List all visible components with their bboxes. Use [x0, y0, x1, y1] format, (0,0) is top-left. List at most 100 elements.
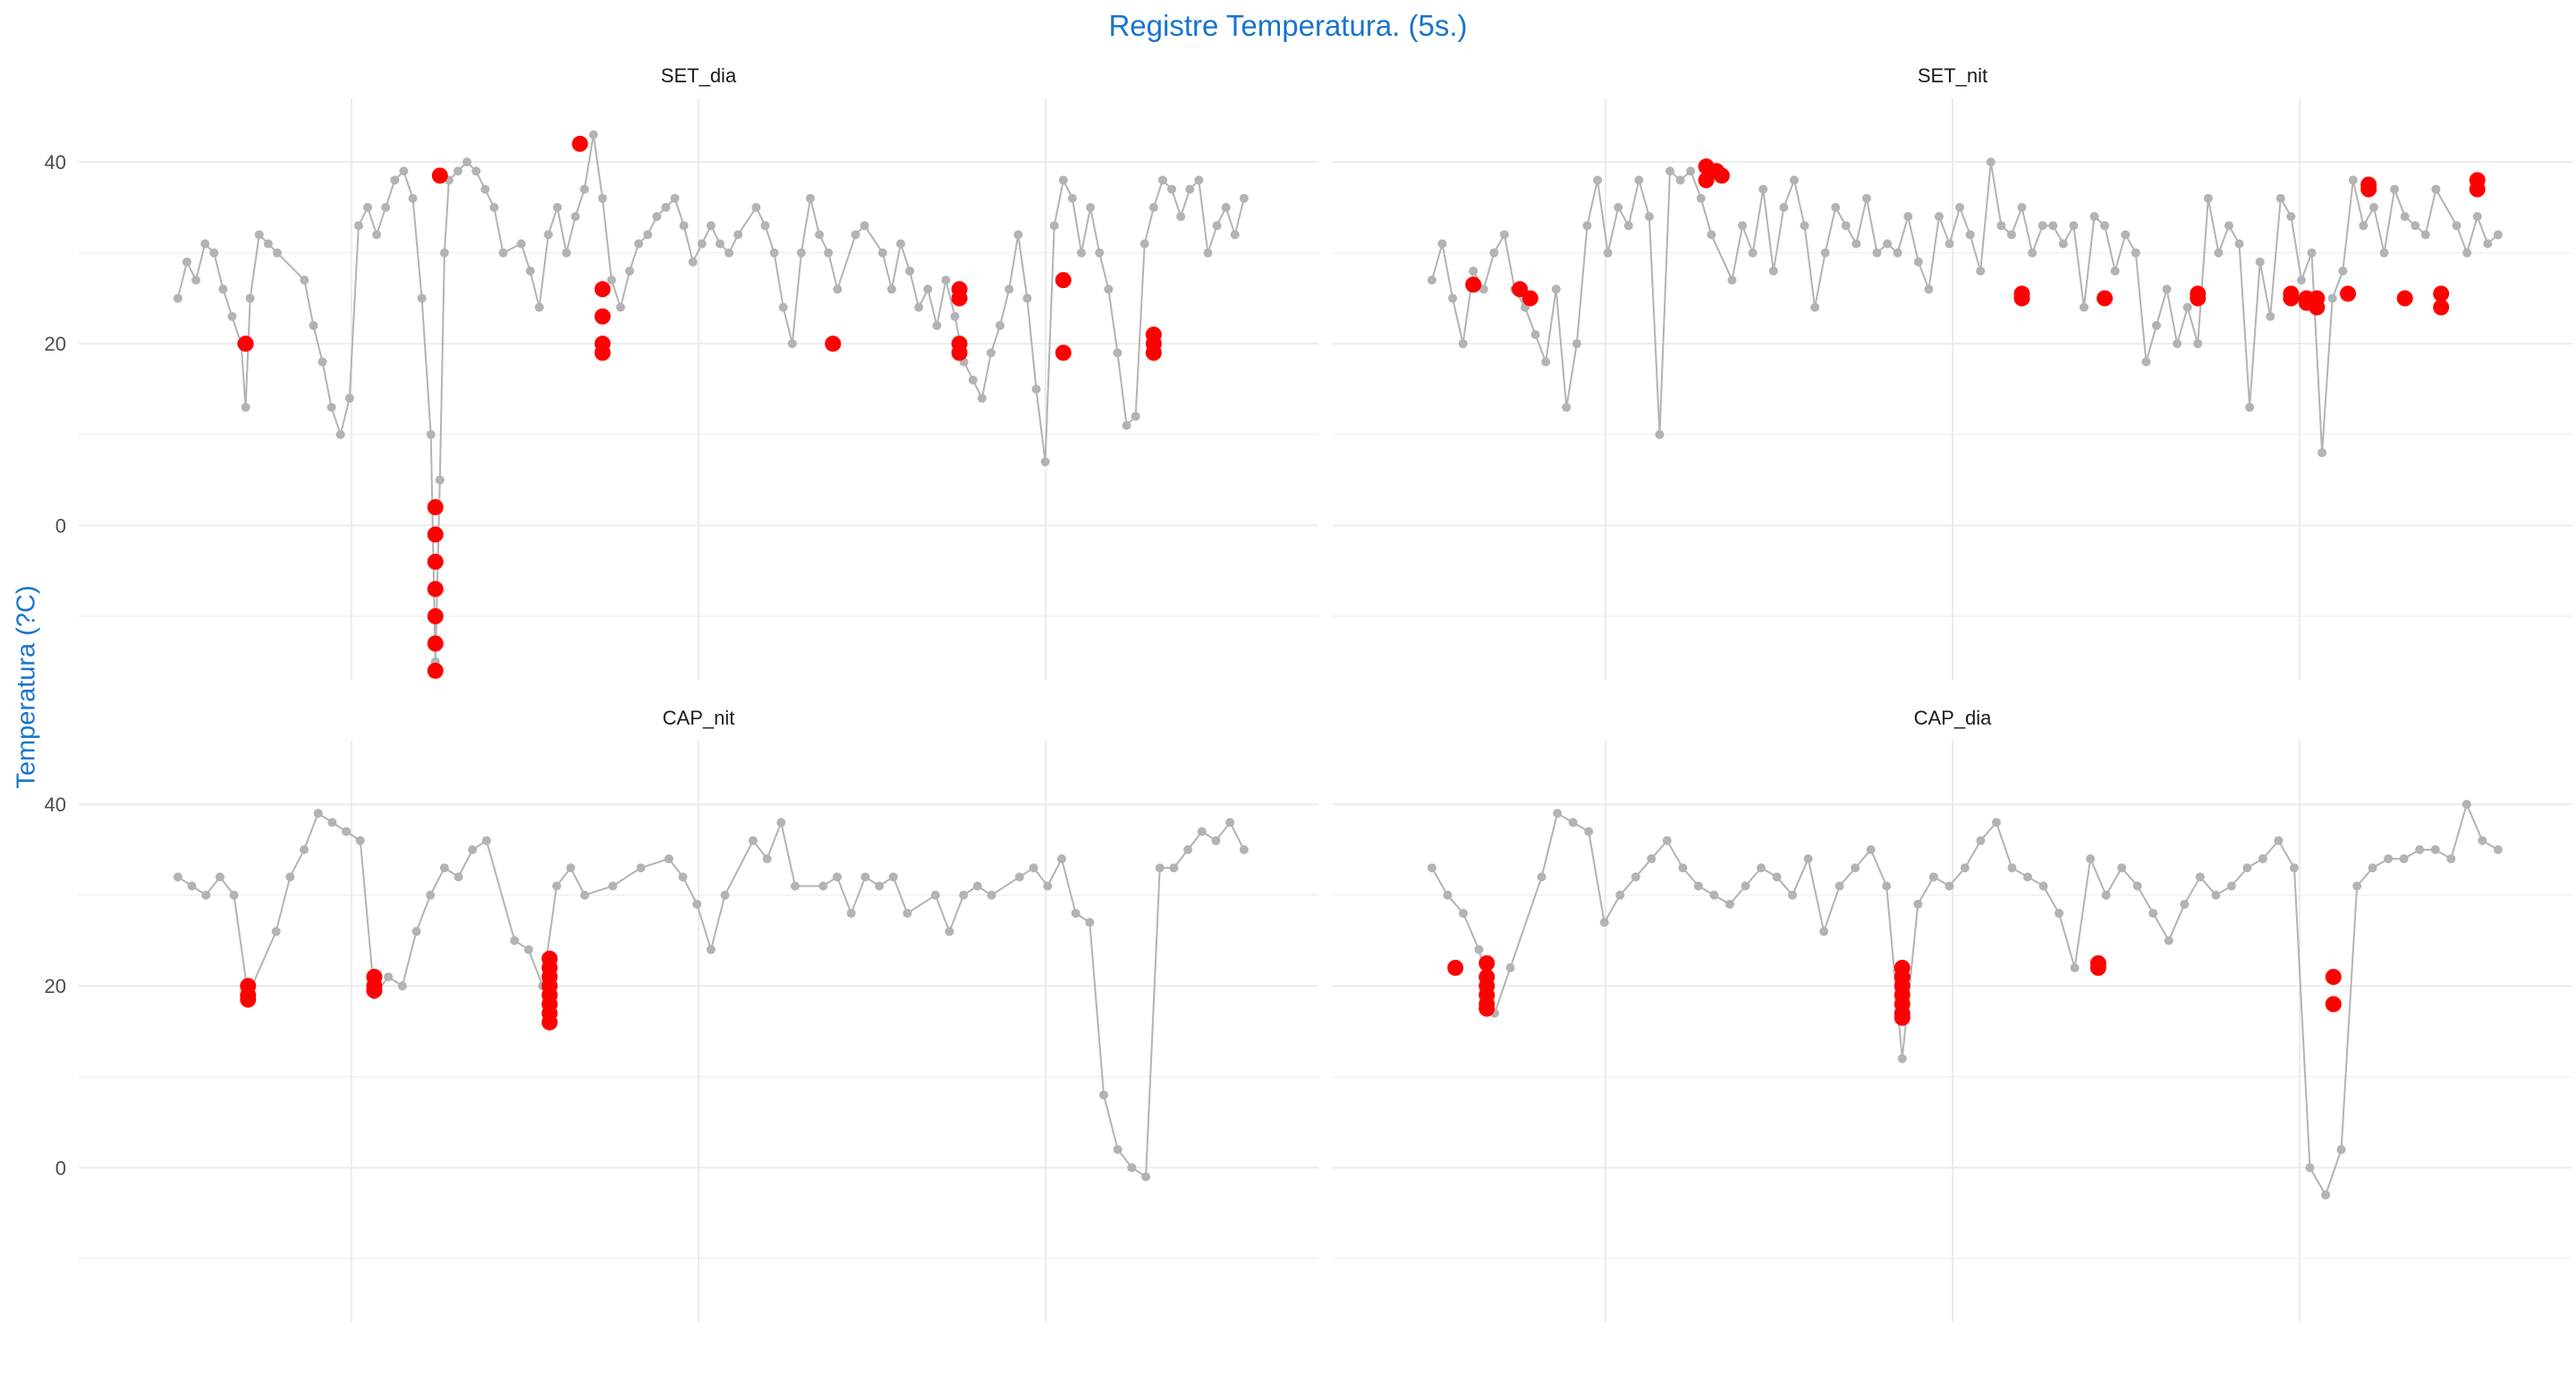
data-point [664, 854, 674, 864]
data-point [245, 293, 255, 303]
data-point [1913, 899, 1923, 909]
highlight-point [2469, 181, 2486, 198]
highlight-point [951, 344, 968, 361]
data-point [1530, 330, 1540, 340]
data-point [895, 239, 905, 249]
data-point [1582, 221, 1592, 231]
data-point [1768, 266, 1778, 276]
highlight-point [2396, 290, 2413, 307]
data-point [733, 230, 743, 240]
data-point [805, 193, 815, 203]
data-point [1831, 202, 1841, 212]
data-point [182, 257, 191, 267]
data-point [2151, 320, 2161, 330]
data-point [2182, 302, 2192, 312]
data-point [634, 239, 644, 249]
data-point [1686, 166, 1696, 176]
highlight-point [2325, 996, 2342, 1013]
data-point [2022, 872, 2032, 882]
data-point [851, 230, 860, 240]
data-point [1474, 945, 1484, 954]
data-point [2420, 230, 2430, 240]
data-point [1913, 257, 1923, 267]
data-point [1031, 385, 1041, 394]
data-point [1157, 175, 1167, 185]
data-point [1212, 221, 1222, 231]
data-point [1553, 809, 1563, 818]
data-point [411, 927, 421, 937]
highlight-point [240, 991, 257, 1008]
data-point [372, 230, 382, 240]
data-point [589, 130, 598, 140]
data-point [2117, 863, 2127, 873]
data-point [652, 212, 662, 222]
data-point [2038, 221, 2047, 231]
data-point [2348, 175, 2358, 185]
highlight-point [427, 499, 444, 516]
highlight-point [594, 308, 611, 325]
data-point [285, 872, 295, 882]
data-point [2338, 266, 2348, 276]
data-point [972, 881, 982, 891]
data-point [1928, 872, 1938, 882]
highlight-point [825, 335, 842, 352]
data-point [1071, 908, 1080, 918]
data-point [1113, 348, 1123, 358]
data-point [2214, 248, 2224, 258]
data-point [2234, 239, 2244, 249]
data-point [888, 872, 898, 882]
data-point [318, 357, 327, 367]
data-point [1861, 193, 1871, 203]
data-point [1004, 284, 1014, 294]
data-point [2069, 221, 2079, 231]
data-point [905, 266, 915, 276]
data-point [706, 221, 716, 231]
data-point [1756, 863, 1766, 873]
data-point [2203, 193, 2213, 203]
data-point [2452, 221, 2462, 231]
data-point [1541, 357, 1551, 367]
highlight-point [2325, 969, 2342, 986]
data-point [1965, 230, 1975, 240]
highlight-point [2283, 290, 2300, 307]
data-point [720, 890, 730, 900]
data-point [426, 890, 436, 900]
data-point [1665, 166, 1675, 176]
data-point [930, 890, 940, 900]
data-point [2336, 1145, 2346, 1155]
data-point [2352, 881, 2362, 891]
data-point [544, 230, 554, 240]
data-point [191, 276, 201, 285]
data-point [624, 266, 634, 276]
data-point [1584, 827, 1594, 836]
highlight-point [1713, 167, 1730, 184]
data-point [1903, 212, 1913, 222]
data-point [778, 302, 788, 312]
data-point [987, 348, 996, 358]
data-point [1448, 293, 1458, 303]
data-point [218, 284, 228, 294]
data-point [875, 881, 885, 891]
data-point [2430, 844, 2440, 854]
data-point [1841, 221, 1851, 231]
data-point [1499, 230, 1509, 240]
data-point [2379, 248, 2389, 258]
data-point [1662, 835, 1672, 845]
data-point [2070, 963, 2080, 972]
data-point [2255, 257, 2265, 267]
data-point [706, 945, 716, 954]
data-point [1141, 1172, 1151, 1182]
data-point [498, 248, 508, 258]
highlight-point [1055, 272, 1072, 289]
data-point [2493, 844, 2503, 854]
data-point [1644, 212, 1654, 222]
data-point [1655, 429, 1665, 439]
data-point [2173, 339, 2182, 349]
data-point [1197, 827, 1207, 836]
data-point [1225, 818, 1235, 827]
data-point [1738, 221, 1748, 231]
data-point [187, 881, 197, 891]
data-point [2226, 881, 2236, 891]
data-point [2359, 221, 2368, 231]
data-point [353, 221, 363, 231]
